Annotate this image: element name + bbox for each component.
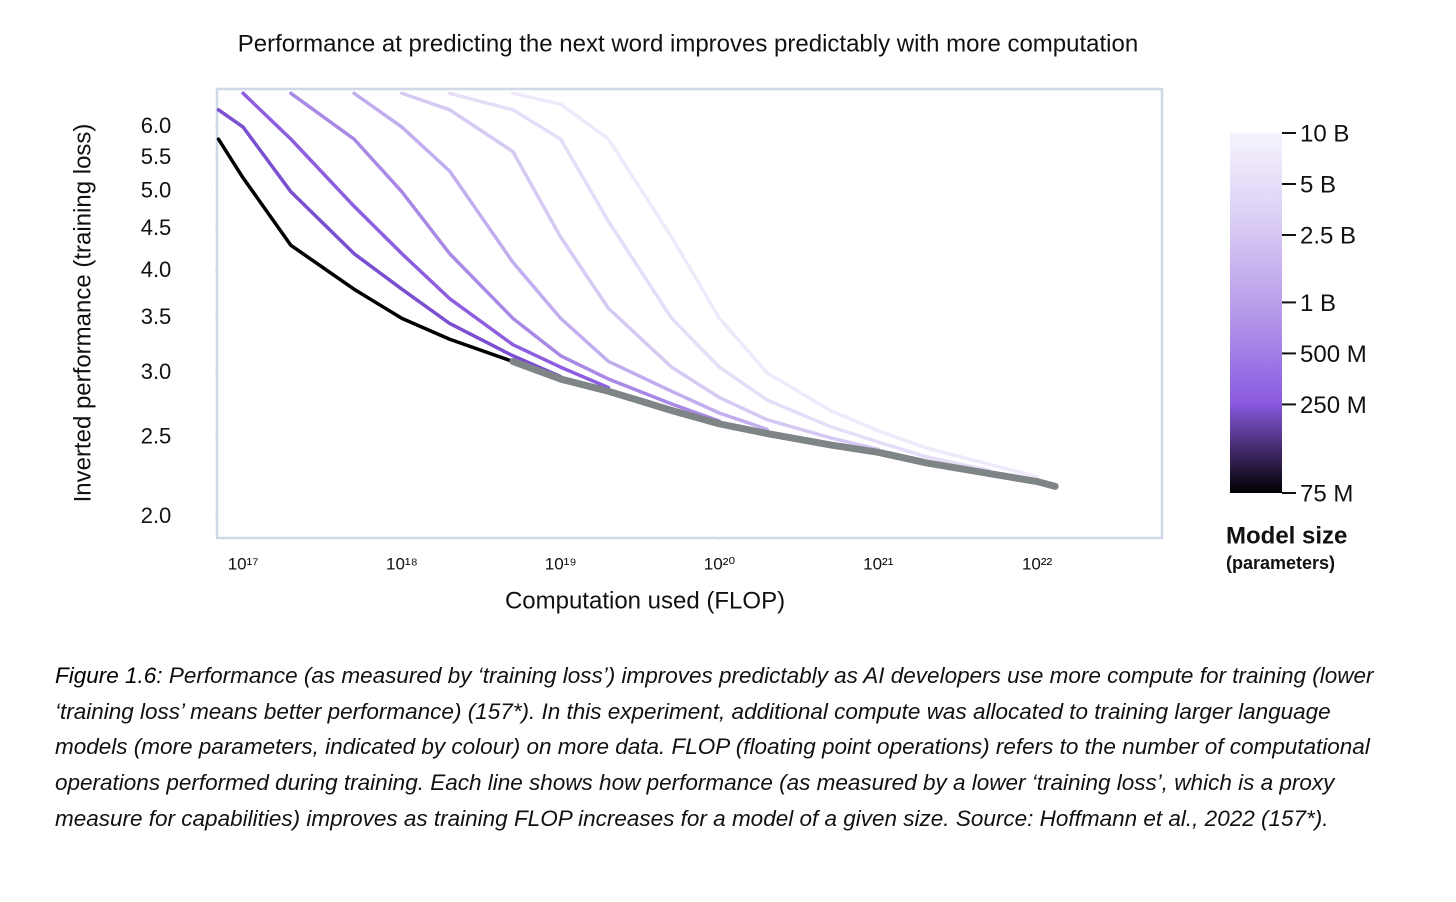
y-tick-label: 5.0 [141, 178, 172, 203]
y-tick-label: 5.5 [141, 144, 172, 169]
series-line [511, 91, 1039, 479]
x-tick-label: 10²² [1022, 554, 1053, 573]
y-tick-label: 2.0 [141, 503, 172, 528]
series-line [352, 91, 770, 432]
y-tick-label: 3.0 [141, 359, 172, 384]
series-line [216, 137, 515, 364]
series-line [447, 91, 992, 473]
colorbar-tick-label: 5 B [1300, 171, 1336, 198]
y-tick-label: 4.5 [141, 215, 172, 240]
colorbar [1230, 133, 1282, 493]
colorbar-tick-label: 2.5 B [1300, 222, 1356, 249]
chart: Performance at predicting the next word … [69, 30, 1367, 614]
colorbar-tick-label: 10 B [1300, 120, 1349, 147]
colorbar-subtitle: (parameters) [1226, 553, 1335, 573]
y-tick-label: 6.0 [141, 113, 172, 138]
series-line [400, 91, 881, 452]
x-tick-label: 10¹⁸ [386, 554, 418, 573]
x-tick-label: 10¹⁷ [228, 554, 259, 573]
series-line [241, 91, 611, 390]
series-line [216, 108, 563, 379]
x-axis-label: Computation used (FLOP) [505, 587, 785, 614]
y-tick-label: 3.5 [141, 304, 172, 329]
plot-frame [215, 87, 1164, 540]
colorbar-tick-label: 75 M [1300, 480, 1353, 507]
x-tick-label: 10²¹ [863, 554, 894, 573]
y-axis-label: Inverted performance (training loss) [69, 124, 96, 503]
x-tick-label: 10¹⁹ [545, 554, 577, 573]
caption-label: Figure 1.6: [55, 663, 163, 688]
colorbar-tick-label: 250 M [1300, 392, 1367, 419]
frontier-line [509, 357, 1059, 490]
colorbar-title: Model size [1226, 522, 1347, 549]
colorbar-tick-label: 500 M [1300, 341, 1367, 368]
caption-text: Performance (as measured by ‘training lo… [55, 663, 1374, 831]
caption: Figure 1.6: Performance (as measured by … [55, 658, 1400, 837]
series-line [289, 91, 722, 423]
colorbar-tick-label: 1 B [1300, 290, 1336, 317]
chart-title: Performance at predicting the next word … [238, 30, 1138, 57]
y-tick-label: 2.5 [141, 424, 172, 449]
x-tick-label: 10²⁰ [704, 554, 736, 573]
y-tick-label: 4.0 [141, 257, 172, 282]
